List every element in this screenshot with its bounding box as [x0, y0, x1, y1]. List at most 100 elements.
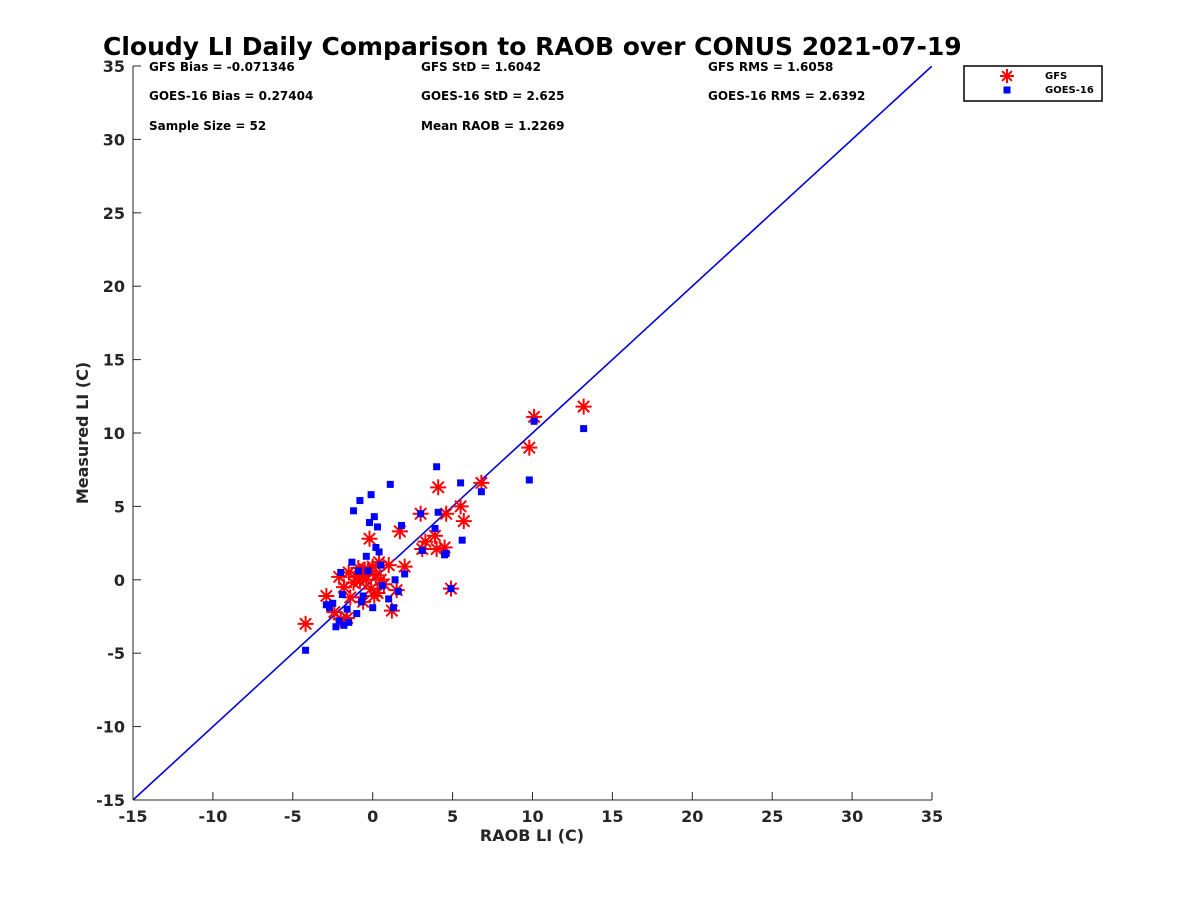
goes-16-point: [359, 592, 367, 600]
goes-16-point: [343, 605, 351, 613]
y-tick-label: 5: [114, 497, 125, 516]
y-tick-label: -5: [107, 644, 125, 663]
x-tick-label: -15: [119, 807, 148, 826]
goes-16-point: [417, 510, 425, 518]
y-tick-label: -10: [96, 718, 125, 737]
points-layer: [297, 398, 592, 654]
y-tick-label: 30: [103, 130, 125, 149]
goes-16-point: [378, 582, 386, 590]
goes-16-point: [362, 552, 370, 560]
goes-16-point: [358, 598, 366, 606]
goes-16-point: [391, 576, 399, 584]
stat-text: GFS RMS = 1.6058: [708, 60, 833, 74]
goes-16-series: [302, 417, 588, 654]
y-axis-label: Measured LI (C): [73, 362, 92, 504]
goes-16-point: [302, 646, 310, 654]
gfs-point: [430, 479, 447, 496]
goes-16-point: [364, 567, 372, 575]
y-tick-label: 20: [103, 277, 125, 296]
goes-16-point: [367, 491, 375, 499]
gfs-point: [369, 585, 386, 602]
goes-16-point: [353, 610, 361, 618]
x-axis-ticks: -15 -10 -5 0 5 10 15 20 25 30 35: [119, 792, 943, 826]
statistics-annotations: GFS Bias = -0.071346 GFS StD = 1.6042 GFS …: [149, 60, 865, 133]
goes-16-point: [433, 463, 441, 471]
goes-16-point: [332, 623, 340, 631]
stat-text: GFS StD = 1.6042: [421, 60, 541, 74]
goes-16-point: [366, 519, 374, 527]
stat-text: GOES-16 Bias = 0.27404: [149, 89, 313, 103]
x-tick-label: 5: [447, 807, 458, 826]
goes-16-point: [373, 523, 381, 531]
goes-16-point: [354, 567, 362, 575]
goes-16-point: [401, 570, 409, 578]
goes-16-point: [345, 618, 353, 626]
goes-16-point: [370, 513, 378, 521]
goes-16-point: [338, 590, 346, 598]
stat-text: GOES-16 StD = 2.625: [421, 89, 564, 103]
goes-16-point: [580, 425, 588, 433]
gfs-point: [455, 513, 472, 530]
goes-16-point: [337, 568, 345, 576]
goes-16-point: [356, 497, 364, 505]
x-tick-label: 10: [521, 807, 543, 826]
x-axis-label: RAOB LI (C): [480, 826, 584, 845]
goes-16-point: [326, 604, 334, 612]
goes-16-point: [372, 544, 380, 552]
x-tick-label: 35: [921, 807, 943, 826]
goes-16-point: [348, 558, 356, 566]
x-tick-label: 25: [761, 807, 783, 826]
goes-16-point: [457, 479, 465, 487]
chart-title: Cloudy LI Daily Comparison to RAOB over …: [103, 32, 962, 61]
one-to-one-line: [133, 66, 932, 800]
reference-line-layer: [133, 66, 932, 800]
y-tick-label: -15: [96, 791, 125, 810]
goes-16-point: [442, 549, 450, 557]
legend-gfs-marker: [1000, 69, 1014, 83]
gfs-point: [526, 408, 543, 425]
goes-16-point: [369, 604, 377, 612]
x-tick-label: -10: [198, 807, 227, 826]
goes-16-point: [434, 508, 442, 516]
goes-16-point: [530, 417, 538, 425]
y-axis-ticks: -15 -10 -5 0 5 10 15 20 25 30 35: [96, 57, 141, 810]
legend-goes-label: GOES-16: [1045, 85, 1094, 96]
goes-16-point: [458, 536, 466, 544]
y-tick-label: 0: [114, 571, 125, 590]
plot-area: [132, 66, 932, 801]
legend-box: [963, 65, 1103, 102]
legend: GFS GOES-16: [963, 65, 1103, 102]
goes-16-point: [525, 476, 533, 484]
y-tick-label: 35: [103, 57, 125, 76]
goes-16-point: [418, 546, 426, 554]
gfs-point: [575, 398, 592, 415]
goes-16-point: [329, 599, 337, 607]
goes-16-point: [386, 480, 394, 488]
legend-goes-16-square: [1003, 86, 1011, 94]
gfs-point: [521, 439, 538, 456]
stat-text: Sample Size = 52: [149, 119, 266, 133]
x-tick-label: -5: [284, 807, 302, 826]
gfs-point: [297, 615, 314, 632]
goes-16-point: [394, 588, 402, 596]
legend-gfs-asterisk: [1000, 69, 1014, 83]
gfs-point: [361, 530, 378, 547]
goes-16-point: [335, 617, 343, 625]
y-tick-label: 10: [103, 424, 125, 443]
stat-text: Mean RAOB = 1.2269: [421, 119, 565, 133]
goes-16-point: [350, 507, 358, 515]
goes-16-point: [385, 595, 393, 603]
x-tick-label: 15: [601, 807, 623, 826]
goes-16-point: [389, 604, 397, 612]
goes-16-point: [477, 488, 485, 496]
stat-text: GFS Bias = -0.071346: [149, 60, 295, 74]
x-tick-label: 0: [367, 807, 378, 826]
goes-16-point: [377, 561, 385, 569]
stat-text: GOES-16 RMS = 2.6392: [708, 89, 865, 103]
x-tick-label: 20: [681, 807, 703, 826]
goes-16-point: [397, 521, 405, 529]
gfs-point: [452, 498, 469, 515]
x-tick-label: 30: [841, 807, 863, 826]
gfs-point: [427, 527, 444, 544]
